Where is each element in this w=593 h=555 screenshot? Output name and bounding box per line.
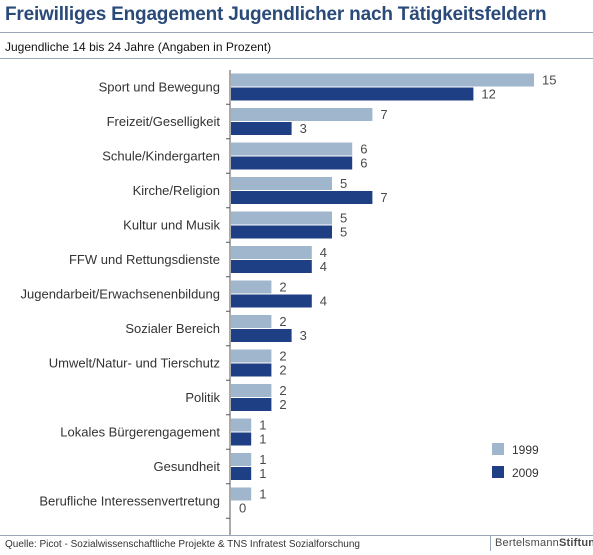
value-label: 2 <box>279 314 286 329</box>
value-label: 6 <box>360 142 367 157</box>
category-label: Lokales Bürgerengagement <box>60 425 220 440</box>
bar-2009 <box>231 260 312 273</box>
value-label: 7 <box>380 107 387 122</box>
bar-1999 <box>231 211 332 225</box>
value-label: 1 <box>259 432 266 447</box>
legend-swatch-2009 <box>492 466 504 478</box>
bar-chart-plot: Sport und Bewegung 1512Freizeit/Geselligk… <box>21 70 556 535</box>
brand-logo-part2: Stiftung <box>558 537 593 549</box>
value-label: 0 <box>239 501 246 516</box>
value-label: 1 <box>259 452 266 467</box>
legend-label-2009: 2009 <box>512 466 539 480</box>
category-label: Freizeit/Geselligkeit <box>107 114 221 129</box>
value-label: 4 <box>320 245 327 260</box>
bar-2009 <box>231 432 252 446</box>
category-label: Jugendarbeit/Erwachsenenbildung <box>21 287 220 302</box>
bar-2009 <box>231 87 474 101</box>
source-note: Quelle: Picot - Sozialwissenschaftliche … <box>5 539 360 550</box>
value-label: 5 <box>340 225 347 240</box>
bar-1999 <box>231 177 332 190</box>
value-label: 2 <box>279 349 286 364</box>
category-label: FFW und Rettungsdienste <box>69 252 220 267</box>
value-label: 2 <box>279 383 286 398</box>
value-label: 4 <box>320 294 327 309</box>
bar-1999 <box>231 453 252 466</box>
bar-2009 <box>231 398 272 411</box>
category-label: Kultur und Musik <box>123 218 220 233</box>
bar-1999 <box>231 487 252 501</box>
bar-2009 <box>231 329 292 342</box>
chart-subtitle: Jugendliche 14 bis 24 Jahre (Angaben in … <box>5 40 272 54</box>
bar-1999 <box>231 384 272 397</box>
category-label: Gesundheit <box>154 459 221 474</box>
bar-2009 <box>231 225 332 239</box>
bar-1999 <box>231 246 312 259</box>
category-label: Umwelt/Natur- und Tierschutz <box>49 356 220 371</box>
footer-divider <box>0 535 593 536</box>
value-label: 7 <box>380 190 387 205</box>
value-label: 6 <box>360 156 367 171</box>
bar-2009 <box>231 467 252 480</box>
bar-2009 <box>231 294 312 308</box>
value-label: 1 <box>259 466 266 481</box>
value-label: 2 <box>279 397 286 412</box>
value-label: 15 <box>542 73 556 88</box>
bar-1999 <box>231 315 272 328</box>
category-label: Berufliche Interessenvertretung <box>39 494 220 509</box>
value-label: 1 <box>259 418 266 433</box>
bar-1999 <box>231 142 353 156</box>
category-label: Sport und Bewegung <box>99 80 220 95</box>
category-label: Kirche/Religion <box>133 183 220 198</box>
value-label: 3 <box>300 328 307 343</box>
value-label: 2 <box>279 363 286 378</box>
value-label: 12 <box>481 87 495 102</box>
bar-1999 <box>231 418 252 432</box>
bar-1999 <box>231 349 272 363</box>
value-label: 1 <box>259 487 266 502</box>
value-label: 4 <box>320 259 327 274</box>
legend-label-1999: 1999 <box>512 443 539 457</box>
chart-title: Freiwilliges Engagement Jugendlicher nac… <box>5 4 547 25</box>
bar-2009 <box>231 363 272 377</box>
brand-logo: BertelsmannStiftung <box>495 537 593 549</box>
value-label: 5 <box>340 211 347 226</box>
bar-1999 <box>231 108 373 121</box>
bar-2009 <box>231 156 353 170</box>
value-label: 5 <box>340 176 347 191</box>
title-divider <box>0 32 593 33</box>
category-label: Politik <box>185 390 220 405</box>
bar-2009 <box>231 122 292 135</box>
bar-2009 <box>231 191 373 204</box>
brand-separator <box>490 536 491 551</box>
category-label: Schule/Kindergarten <box>102 149 220 164</box>
brand-logo-part1: Bertelsmann <box>495 537 559 549</box>
category-label: Sozialer Bereich <box>125 321 220 336</box>
bar-1999 <box>231 280 272 294</box>
value-label: 3 <box>300 121 307 136</box>
legend-swatch-1999 <box>492 443 504 455</box>
subtitle-divider <box>0 58 593 59</box>
bar-1999 <box>231 73 534 87</box>
value-label: 2 <box>279 280 286 295</box>
